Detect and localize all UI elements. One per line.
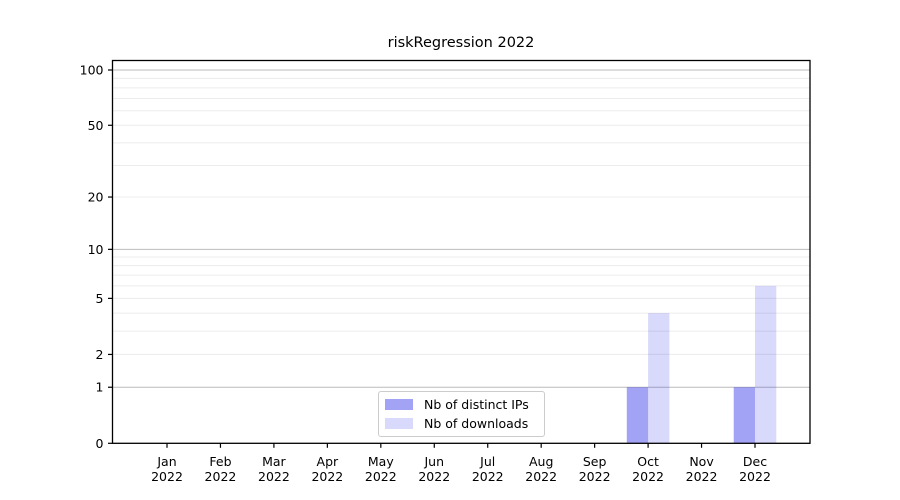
x-tick-label-month: Jun xyxy=(424,454,445,469)
x-tick-label-year: 2022 xyxy=(258,469,290,484)
legend-item-downloads: Nb of downloads xyxy=(385,416,536,431)
x-tick-label-year: 2022 xyxy=(418,469,450,484)
downloads-swatch-icon xyxy=(385,418,413,429)
y-tick-label: 100 xyxy=(80,63,104,78)
x-tick-label-year: 2022 xyxy=(365,469,397,484)
y-tick-label: 20 xyxy=(88,190,104,205)
x-tick-label-year: 2022 xyxy=(205,469,237,484)
y-tick-label: 1 xyxy=(96,380,104,395)
x-tick-label-month: Feb xyxy=(209,454,231,469)
x-tick-label-year: 2022 xyxy=(686,469,718,484)
x-tick-label-month: Mar xyxy=(262,454,286,469)
x-tick-label-month: Aug xyxy=(529,454,553,469)
x-tick-label-month: Sep xyxy=(583,454,607,469)
bar xyxy=(648,313,670,444)
x-tick-label-year: 2022 xyxy=(311,469,343,484)
x-tick-label-month: Oct xyxy=(637,454,659,469)
x-tick-label-year: 2022 xyxy=(472,469,504,484)
x-tick-label-year: 2022 xyxy=(632,469,664,484)
x-tick-label-year: 2022 xyxy=(151,469,183,484)
y-tick-label: 5 xyxy=(96,291,104,306)
plot-border xyxy=(111,59,811,444)
x-tick-label-year: 2022 xyxy=(739,469,771,484)
x-tick-label-month: Nov xyxy=(689,454,714,469)
y-tick-label: 10 xyxy=(88,242,104,257)
bar xyxy=(626,387,649,444)
legend-item-distinct-ips: Nb of distinct IPs xyxy=(385,397,536,412)
x-tick-label-month: Apr xyxy=(317,454,339,469)
y-tick-label: 0 xyxy=(96,436,104,451)
x-tick-label-year: 2022 xyxy=(579,469,611,484)
distinct-ips-swatch-icon xyxy=(385,399,413,410)
legend: Nb of distinct IPs Nb of downloads xyxy=(378,391,545,437)
bar xyxy=(733,387,755,444)
legend-label: Nb of downloads xyxy=(424,416,529,431)
x-tick-label-month: Jul xyxy=(479,454,495,469)
x-tick-label-month: Dec xyxy=(743,454,767,469)
x-tick-label-month: May xyxy=(368,454,394,469)
x-tick-label-month: Jan xyxy=(156,454,176,469)
chart-title: riskRegression 2022 xyxy=(387,35,535,51)
y-tick-label: 2 xyxy=(96,347,104,362)
x-tick-label-year: 2022 xyxy=(525,469,557,484)
bar xyxy=(755,285,777,444)
legend-label: Nb of distinct IPs xyxy=(424,397,529,412)
y-tick-label: 50 xyxy=(88,118,104,133)
